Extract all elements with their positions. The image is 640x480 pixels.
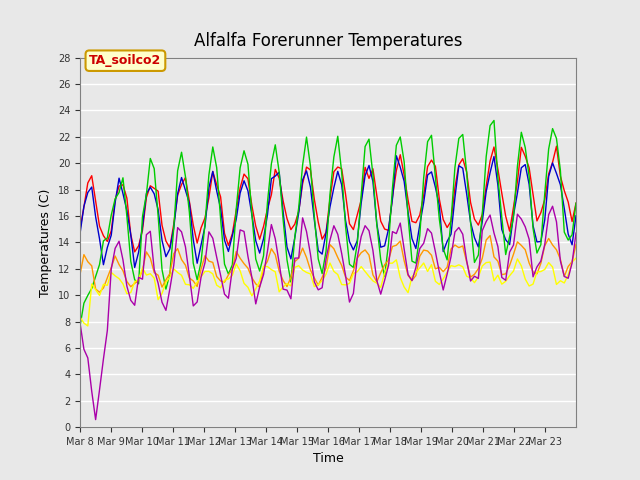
-8cm bbox=[392, 153, 400, 159]
Ref_SoilT_2 bbox=[264, 264, 271, 269]
-2cm bbox=[334, 133, 342, 139]
-16cm bbox=[572, 200, 580, 206]
Line: Ref_SoilT_1: Ref_SoilT_1 bbox=[80, 206, 576, 420]
Y-axis label: Temperatures (C): Temperatures (C) bbox=[39, 188, 52, 297]
Title: Alfalfa Forerunner Temperatures: Alfalfa Forerunner Temperatures bbox=[194, 33, 462, 50]
Ref_SoilT_1 bbox=[76, 320, 84, 325]
-16cm bbox=[131, 249, 138, 255]
Line: Ref_SoilT_3: Ref_SoilT_3 bbox=[80, 236, 576, 292]
-16cm bbox=[557, 173, 564, 179]
-2cm bbox=[552, 135, 560, 141]
Ref_SoilT_1 bbox=[338, 251, 346, 256]
Ref_SoilT_1 bbox=[264, 248, 271, 254]
-16cm bbox=[338, 166, 346, 172]
-16cm bbox=[506, 228, 513, 234]
Ref_SoilT_1 bbox=[283, 287, 291, 293]
-8cm bbox=[264, 212, 271, 217]
Ref_SoilT_2 bbox=[338, 282, 346, 288]
-8cm bbox=[509, 212, 517, 218]
-16cm bbox=[264, 206, 271, 212]
-16cm bbox=[76, 226, 84, 232]
Text: TA_soilco2: TA_soilco2 bbox=[90, 54, 161, 67]
Ref_SoilT_3 bbox=[572, 241, 580, 247]
Ref_SoilT_3 bbox=[283, 284, 291, 289]
-8cm bbox=[572, 213, 580, 218]
-2cm bbox=[76, 324, 84, 329]
-8cm bbox=[76, 231, 84, 237]
-2cm bbox=[572, 200, 580, 206]
-16cm bbox=[283, 216, 291, 221]
Ref_SoilT_3 bbox=[76, 272, 84, 277]
Ref_SoilT_3 bbox=[201, 253, 209, 259]
-16cm bbox=[552, 144, 560, 149]
Ref_SoilT_2 bbox=[552, 282, 560, 288]
Line: Ref_SoilT_2: Ref_SoilT_2 bbox=[80, 258, 576, 326]
-16cm bbox=[201, 215, 209, 221]
Ref_SoilT_1 bbox=[572, 230, 580, 236]
-2cm bbox=[279, 216, 287, 222]
Ref_SoilT_2 bbox=[84, 323, 92, 329]
X-axis label: Time: Time bbox=[312, 453, 344, 466]
-8cm bbox=[283, 244, 291, 250]
Ref_SoilT_3 bbox=[96, 289, 104, 295]
Line: -8cm: -8cm bbox=[80, 156, 576, 267]
Ref_SoilT_3 bbox=[264, 258, 271, 264]
-2cm bbox=[197, 259, 205, 264]
Ref_SoilT_3 bbox=[509, 252, 517, 257]
Ref_SoilT_3 bbox=[486, 233, 494, 239]
Ref_SoilT_2 bbox=[572, 255, 580, 261]
-8cm bbox=[131, 264, 138, 270]
-2cm bbox=[260, 253, 268, 259]
Ref_SoilT_2 bbox=[76, 314, 84, 320]
-8cm bbox=[557, 182, 564, 188]
Ref_SoilT_2 bbox=[283, 281, 291, 287]
Ref_SoilT_1 bbox=[92, 417, 99, 422]
-2cm bbox=[506, 234, 513, 240]
Ref_SoilT_2 bbox=[201, 268, 209, 274]
-8cm bbox=[338, 182, 346, 188]
-8cm bbox=[201, 224, 209, 229]
Ref_SoilT_2 bbox=[506, 273, 513, 278]
Ref_SoilT_3 bbox=[557, 256, 564, 262]
Ref_SoilT_1 bbox=[506, 249, 513, 255]
-2cm bbox=[490, 118, 498, 123]
Line: -2cm: -2cm bbox=[80, 120, 576, 326]
Ref_SoilT_1 bbox=[548, 204, 556, 209]
Ref_SoilT_1 bbox=[201, 260, 209, 265]
Line: -16cm: -16cm bbox=[80, 146, 576, 252]
Ref_SoilT_3 bbox=[338, 263, 346, 268]
Ref_SoilT_1 bbox=[557, 258, 564, 264]
